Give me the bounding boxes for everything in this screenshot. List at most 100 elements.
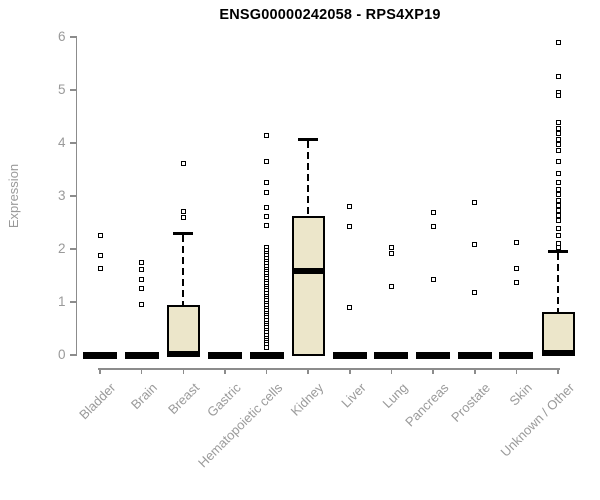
x-tick: [432, 368, 434, 374]
outlier-point: [513, 280, 519, 286]
outlier-point: [97, 253, 103, 259]
zero-median-bar: [83, 351, 117, 359]
outlier-point: [555, 197, 561, 203]
whisker-cap: [548, 250, 569, 254]
outlier-point: [555, 170, 561, 176]
y-tick-label: 3: [57, 188, 66, 203]
outlier-point: [555, 74, 561, 80]
outlier-point: [430, 224, 436, 230]
outlier-point: [555, 233, 561, 239]
outlier-point: [513, 239, 519, 245]
y-tick: [69, 142, 76, 144]
whisker-cap: [173, 231, 194, 235]
x-tick: [224, 368, 226, 374]
category-label: Lung: [379, 380, 411, 412]
outlier-point: [139, 285, 145, 291]
zero-median-bar: [249, 351, 284, 359]
median-line: [166, 350, 200, 357]
outlier-point: [264, 132, 270, 138]
median-line: [541, 350, 575, 357]
y-tick: [69, 301, 76, 303]
y-tick-label: 1: [57, 294, 66, 309]
outlier-point: [555, 187, 561, 193]
outlier-point: [555, 131, 561, 137]
outlier-point: [513, 265, 519, 271]
outlier-point: [555, 136, 561, 142]
y-tick-label: 0: [57, 347, 66, 362]
category-label: Gastric: [203, 380, 244, 420]
x-axis-line: [98, 368, 561, 370]
outlier-point: [555, 148, 561, 154]
whisker: [182, 234, 185, 305]
outlier-point: [139, 260, 145, 266]
outlier-point: [388, 245, 394, 251]
outlier-point: [139, 266, 145, 272]
category-label: Skin: [506, 380, 536, 409]
y-axis-line: [75, 36, 77, 356]
y-axis-label: Expression: [6, 163, 21, 229]
outlier-point: [264, 179, 270, 185]
outlier-point: [180, 214, 186, 220]
whisker: [557, 253, 560, 312]
outlier-point: [264, 214, 270, 220]
x-tick: [265, 368, 268, 374]
outlier-point: [97, 232, 103, 238]
outlier-point: [180, 209, 186, 215]
outlier-point: [555, 207, 561, 213]
x-tick: [557, 368, 559, 374]
outlier-point: [555, 202, 561, 208]
y-tick-label: 2: [57, 241, 66, 256]
outlier-point: [347, 224, 353, 230]
zero-median-bar: [457, 351, 492, 359]
median-line: [291, 268, 325, 275]
x-tick: [390, 368, 393, 374]
outlier-point: [264, 222, 270, 228]
outlier-point: [264, 190, 270, 196]
zero-median-bar: [124, 351, 159, 359]
outlier-point: [555, 39, 561, 45]
boxplot-box: [541, 312, 575, 356]
outlier-point: [555, 92, 561, 98]
outlier-point: [555, 141, 561, 147]
x-tick: [515, 368, 518, 374]
outlier-point: [555, 245, 561, 251]
outlier-point: [388, 250, 394, 256]
chart-title: ENSG00000242058 - RPS4XP19: [219, 7, 441, 23]
outlier-point: [139, 301, 145, 307]
y-tick: [69, 89, 76, 91]
category-label: Prostate: [448, 380, 494, 425]
x-tick: [474, 368, 476, 374]
x-tick: [307, 368, 309, 374]
outlier-point: [430, 277, 436, 283]
category-label: Bladder: [76, 380, 119, 423]
outlier-point: [555, 120, 561, 126]
zero-median-bar: [332, 351, 367, 359]
y-tick: [69, 248, 76, 250]
y-tick-label: 6: [57, 29, 66, 44]
y-tick: [69, 36, 76, 38]
zero-median-bar: [374, 351, 409, 359]
outlier-point: [97, 265, 103, 271]
x-tick: [349, 368, 351, 374]
outlier-point: [555, 180, 561, 186]
boxplot-box: [291, 215, 325, 356]
y-tick-label: 4: [57, 135, 66, 150]
outlier-point: [472, 290, 478, 296]
category-label: Kidney: [288, 380, 327, 419]
category-label: Brain: [128, 380, 161, 413]
outlier-point: [388, 283, 394, 289]
whisker: [307, 140, 310, 216]
outlier-point: [430, 210, 436, 216]
outlier-point: [555, 213, 561, 219]
outlier-point: [264, 159, 270, 165]
outlier-point: [555, 218, 561, 224]
outlier-point: [180, 160, 186, 166]
outlier-point: [555, 226, 561, 232]
category-label: Pancreas: [402, 380, 452, 430]
y-tick: [69, 195, 76, 197]
category-label: Liver: [337, 380, 369, 411]
outlier-point: [347, 203, 353, 209]
x-tick: [99, 368, 101, 374]
category-label: Breast: [164, 380, 202, 418]
